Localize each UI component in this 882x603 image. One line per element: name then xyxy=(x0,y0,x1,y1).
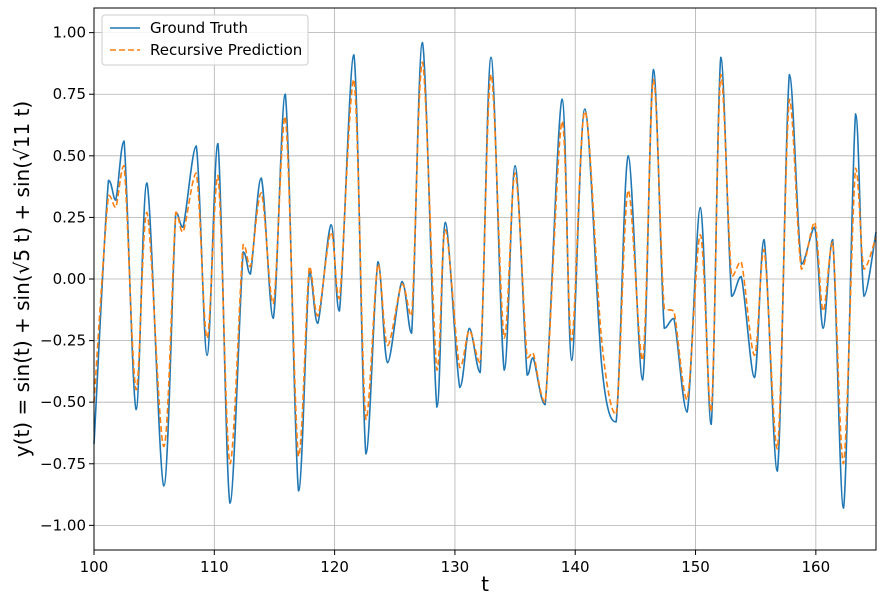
y-tick-label: −1.00 xyxy=(40,516,86,534)
y-tick-label: 0.75 xyxy=(53,85,86,103)
x-tick-label: 130 xyxy=(441,558,470,576)
y-tick-label: 0.00 xyxy=(53,270,86,288)
x-tick-label: 100 xyxy=(80,558,109,576)
x-axis-ticks: 100 110 120 130 140 150 160 xyxy=(80,550,830,576)
y-tick-label: 0.50 xyxy=(53,147,86,165)
series-layer xyxy=(93,41,877,509)
y-tick-label: −0.25 xyxy=(40,332,86,350)
y-axis-label: y(t) = sin(t) + sin(√5 t) + sin(√11 t) xyxy=(10,101,34,457)
x-tick-label: 140 xyxy=(561,558,590,576)
x-tick-label: 110 xyxy=(200,558,229,576)
y-tick-label: 0.25 xyxy=(53,208,86,226)
legend-box xyxy=(101,14,309,66)
x-tick-label: 160 xyxy=(802,558,831,576)
y-tick-label: 1.00 xyxy=(53,24,86,42)
y-tick-label: −0.75 xyxy=(40,455,86,473)
legend-label-ground-truth: Ground Truth xyxy=(150,19,248,37)
y-tick-label: −0.50 xyxy=(40,393,86,411)
legend: Ground Truth Recursive Prediction xyxy=(101,14,309,66)
x-tick-label: 150 xyxy=(681,558,710,576)
y-axis-ticks: −1.00 −0.75 −0.50 −0.25 0.00 0.25 0.50 0.75 1.00 xyxy=(40,24,94,534)
series-line-recursive-prediction xyxy=(93,61,877,465)
grid xyxy=(93,8,876,550)
x-tick-label: 120 xyxy=(320,558,349,576)
x-axis-label: t xyxy=(481,572,489,596)
legend-label-recursive-prediction: Recursive Prediction xyxy=(150,41,302,59)
